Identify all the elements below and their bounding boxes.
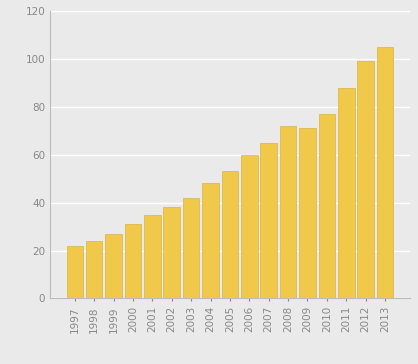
- Bar: [377, 47, 393, 298]
- Bar: [125, 224, 141, 298]
- Bar: [241, 155, 257, 298]
- Bar: [183, 198, 199, 298]
- Bar: [144, 215, 161, 298]
- Bar: [105, 234, 122, 298]
- Bar: [222, 171, 238, 298]
- Bar: [66, 246, 83, 298]
- Bar: [319, 114, 335, 298]
- Bar: [163, 207, 180, 298]
- Bar: [299, 128, 316, 298]
- Bar: [357, 61, 374, 298]
- Bar: [338, 88, 354, 298]
- Bar: [202, 183, 219, 298]
- Bar: [86, 241, 102, 298]
- Bar: [280, 126, 296, 298]
- Bar: [260, 143, 277, 298]
